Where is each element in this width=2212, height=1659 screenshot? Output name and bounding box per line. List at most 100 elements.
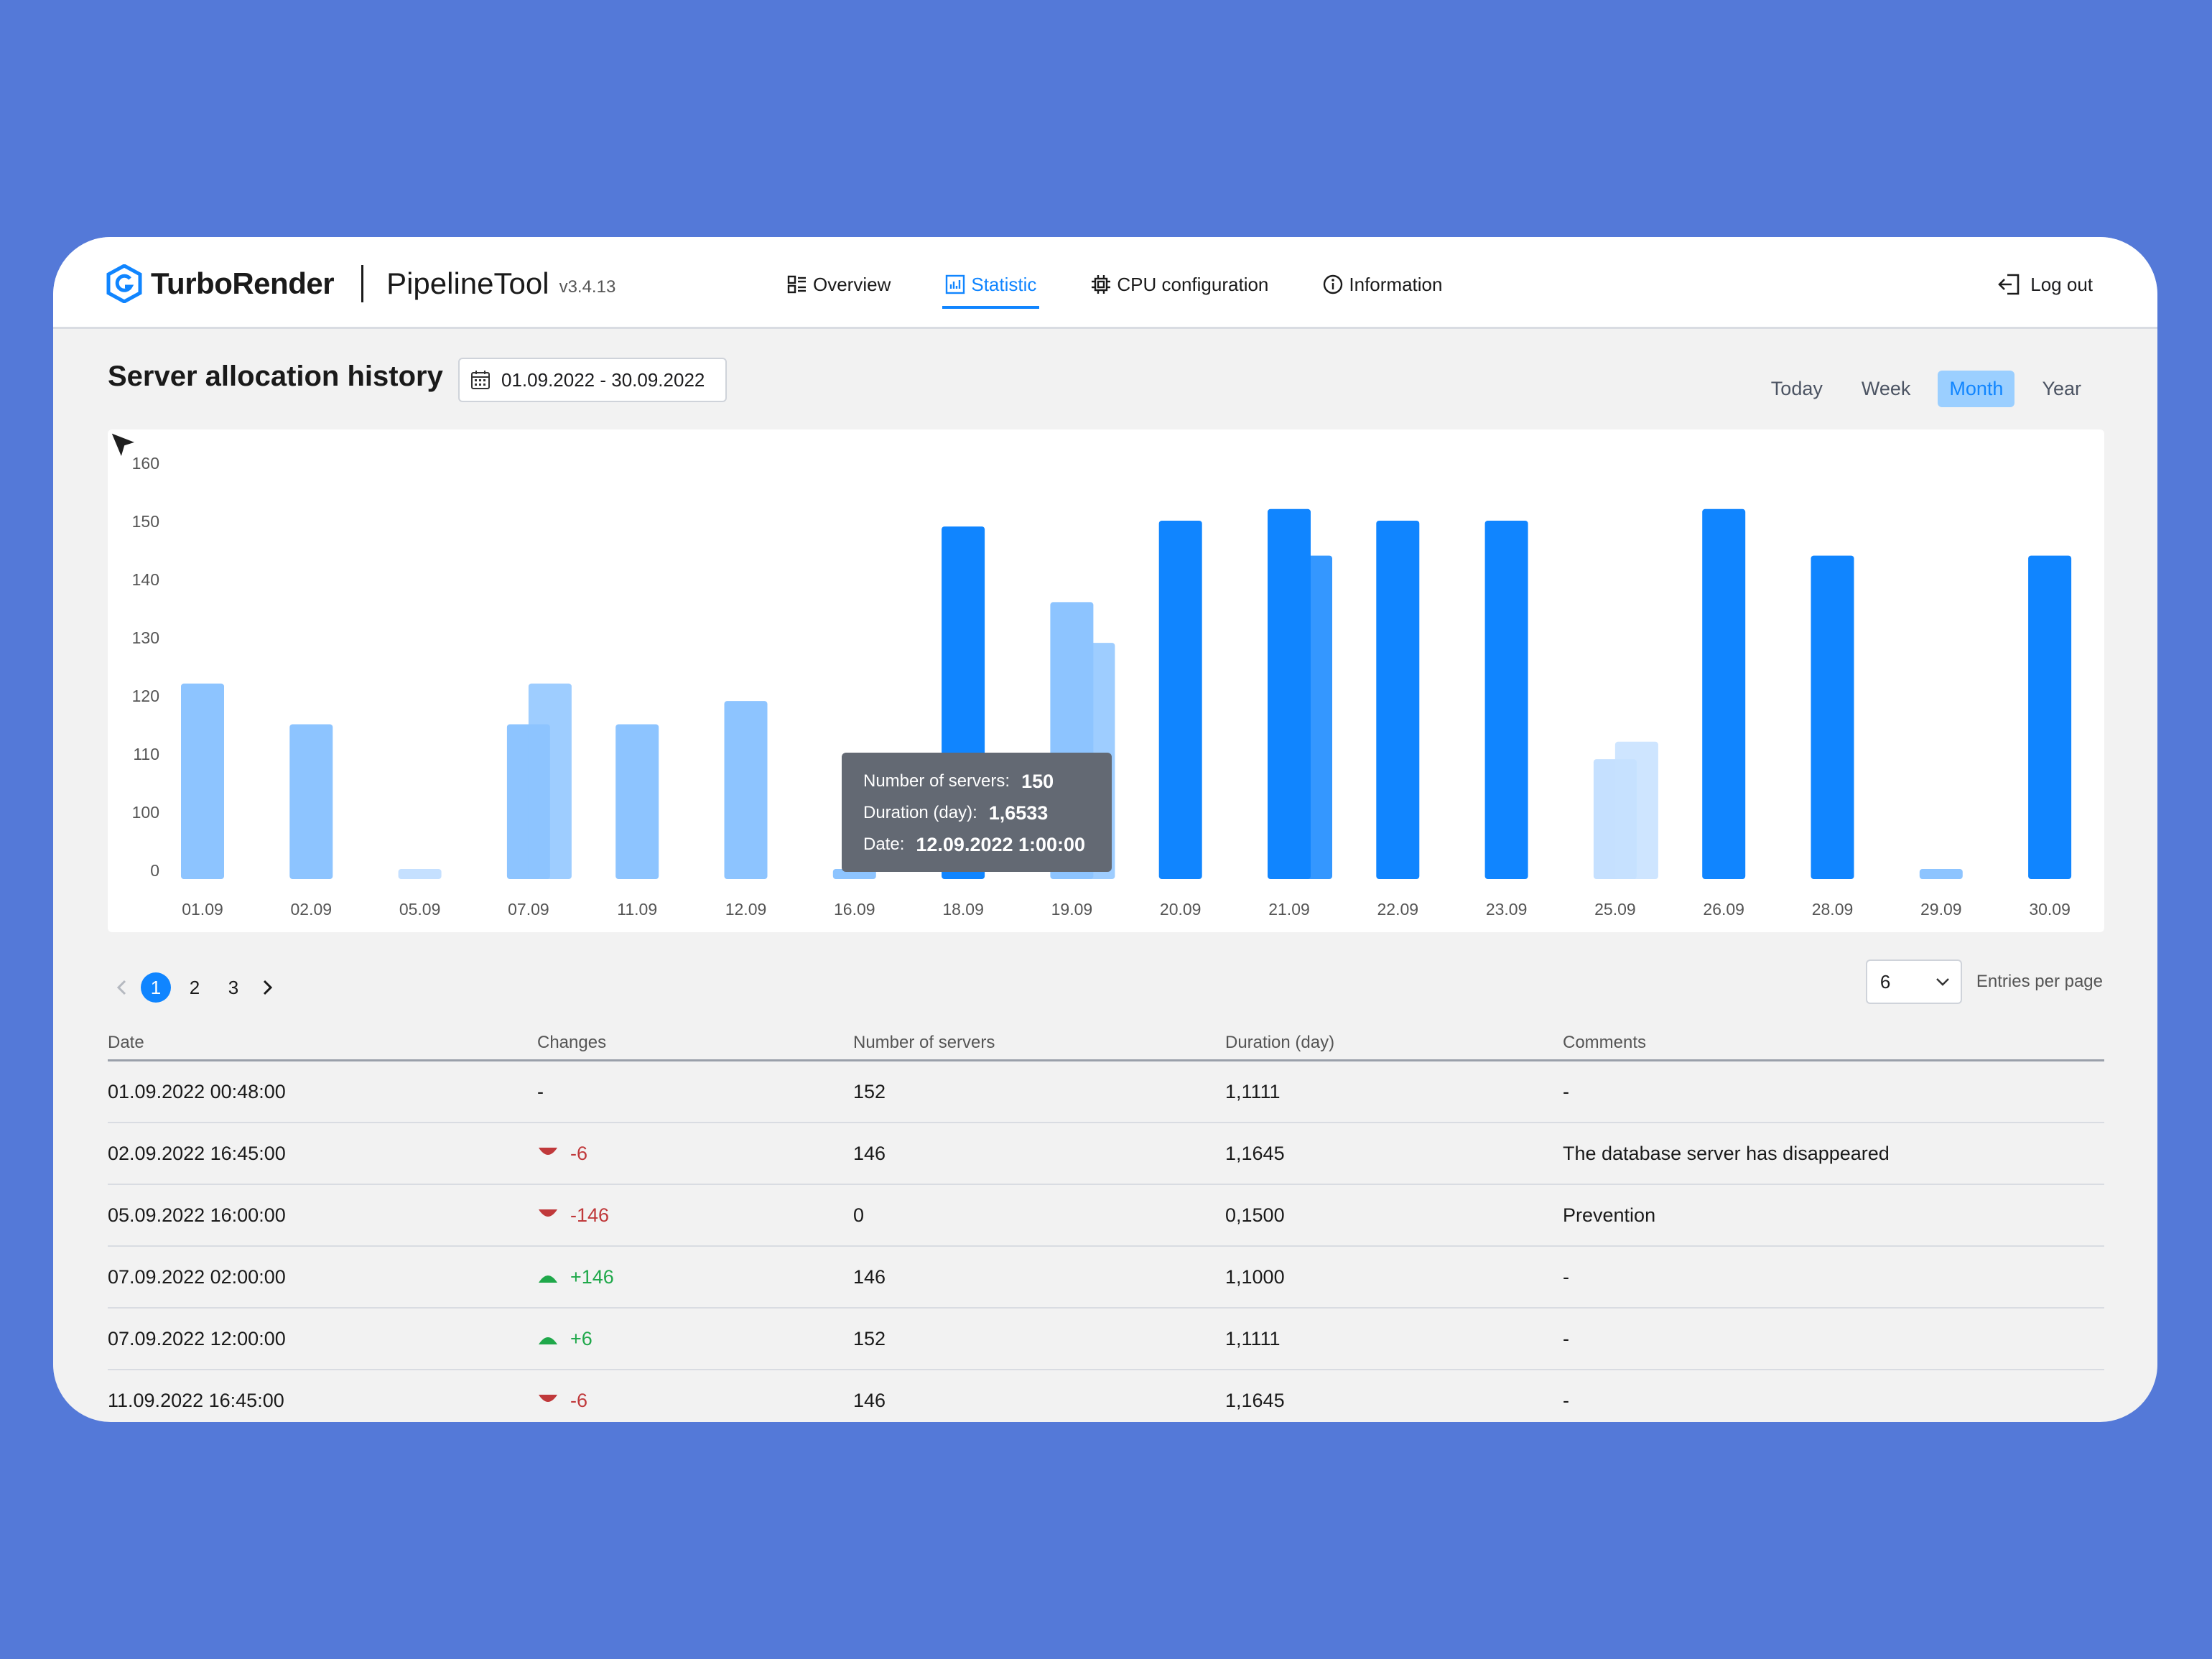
mouse-cursor-icon — [109, 431, 139, 460]
bar-07.09-b[interactable] — [528, 683, 572, 879]
arrow-down-icon — [537, 1146, 559, 1161]
bar-25.09-b[interactable] — [1614, 741, 1658, 879]
bar-21.09-b[interactable] — [1289, 555, 1332, 879]
nav-cpu-configuration[interactable]: CPU configuration — [1091, 270, 1268, 299]
table-row[interactable]: 05.09.2022 16:00:00 -146 0 0,1500 Prevention — [108, 1185, 2104, 1247]
tooltip-duration-label: Duration (day): — [863, 803, 977, 822]
page-button-2[interactable]: 2 — [189, 976, 200, 998]
bar-05.09[interactable] — [398, 869, 442, 879]
table-header: Date Changes Number of servers Duration … — [108, 1026, 2104, 1061]
chevron-down-icon — [1936, 978, 1949, 986]
brand-name: TurboRender — [151, 266, 335, 300]
table-row[interactable]: 07.09.2022 12:00:00 +6 152 1,1111 - — [108, 1309, 2104, 1370]
range-year[interactable]: Year — [2042, 378, 2081, 399]
bar-23.09[interactable] — [1484, 521, 1528, 879]
comment-cell: The database server has disappeared — [1563, 1142, 1890, 1164]
column-header-date[interactable]: Date — [108, 1032, 144, 1052]
nav-information[interactable]: Information — [1323, 270, 1442, 299]
comment-cell: - — [1563, 1389, 1569, 1411]
nav-statistic[interactable]: Statistic — [942, 270, 1040, 309]
servers-cell: 146 — [853, 1389, 886, 1411]
y-tick-label: 150 — [132, 512, 159, 531]
comment-cell: - — [1563, 1327, 1569, 1349]
date-cell: 05.09.2022 16:00:00 — [108, 1204, 286, 1226]
page-button-3[interactable]: 3 — [228, 976, 239, 998]
page-button-1[interactable]: 1 — [141, 972, 171, 1003]
x-tick-label: 22.09 — [1377, 900, 1419, 919]
tooltip-servers-value: 150 — [1021, 770, 1054, 792]
x-tick-label: 02.09 — [291, 900, 333, 919]
column-header-duration[interactable]: Duration (day) — [1225, 1032, 1335, 1052]
column-header-changes[interactable]: Changes — [537, 1032, 607, 1052]
table-row[interactable]: 01.09.2022 00:48:00 - 152 1,1111 - — [108, 1061, 2104, 1123]
statistic-icon — [945, 274, 965, 294]
change-value: -6 — [570, 1389, 588, 1411]
tooltip-date-value: 12.09.2022 1:00:00 — [916, 833, 1086, 855]
comment-cell: Prevention — [1563, 1204, 1656, 1226]
x-tick-label: 29.09 — [1920, 900, 1962, 919]
logout-label: Log out — [2030, 273, 2093, 295]
bar-12.09[interactable] — [724, 701, 768, 879]
date-cell: 07.09.2022 02:00:00 — [108, 1265, 286, 1288]
bar-01.09[interactable] — [181, 683, 224, 879]
change-cell: - — [537, 1081, 853, 1103]
x-tick-label: 16.09 — [834, 900, 875, 919]
arrow-up-icon — [537, 1332, 559, 1346]
entries-select[interactable]: 6 — [1865, 959, 1962, 1004]
x-tick-label: 23.09 — [1486, 900, 1528, 919]
chart-tooltip: Number of servers: 150 Duration (day): 1,6… — [842, 753, 1112, 872]
next-page-button[interactable] — [253, 973, 282, 1002]
range-today[interactable]: Today — [1770, 378, 1823, 399]
change-cell: -6 — [537, 1143, 853, 1165]
bar-26.09[interactable] — [1702, 508, 1746, 879]
date-cell: 02.09.2022 16:45:00 — [108, 1142, 286, 1164]
x-tick-label: 26.09 — [1703, 900, 1744, 919]
x-tick-label: 30.09 — [2029, 900, 2071, 919]
change-cell: -6 — [537, 1390, 853, 1412]
x-tick-label: 21.09 — [1268, 900, 1310, 919]
servers-cell: 146 — [853, 1142, 886, 1164]
column-header-servers[interactable]: Number of servers — [853, 1032, 995, 1052]
nav-information-label: Information — [1349, 273, 1443, 295]
arrow-down-icon — [537, 1393, 559, 1408]
duration-cell: 1,1111 — [1225, 1327, 1281, 1349]
prev-page-button[interactable] — [108, 973, 136, 1002]
bar-11.09[interactable] — [615, 724, 659, 880]
x-tick-label: 28.09 — [1812, 900, 1854, 919]
nav-overview[interactable]: Overview — [787, 270, 891, 299]
bar-29.09[interactable] — [1919, 869, 1963, 879]
change-value: -6 — [570, 1142, 588, 1164]
duration-cell: 0,1500 — [1225, 1204, 1285, 1226]
change-value: - — [537, 1080, 544, 1102]
table-row[interactable]: 07.09.2022 02:00:00 +146 146 1,1000 - — [108, 1247, 2104, 1309]
bar-chart: 160 150 140 130 120 110 100 0 01.09 02.09 05.09 07.… — [132, 454, 2072, 919]
duration-cell: 1,1645 — [1225, 1142, 1285, 1164]
entries-label: Entries per page — [1976, 972, 2103, 991]
y-tick-label: 130 — [132, 628, 159, 647]
nav-overview-label: Overview — [813, 273, 891, 295]
bar-02.09[interactable] — [289, 724, 333, 880]
overview-icon — [787, 274, 807, 294]
change-value: +146 — [570, 1265, 614, 1288]
table-row[interactable]: 02.09.2022 16:45:00 -6 146 1,1645 The databa… — [108, 1123, 2104, 1185]
bar-22.09[interactable] — [1376, 521, 1420, 879]
bar-20.09[interactable] — [1158, 521, 1202, 879]
table-body: 01.09.2022 00:48:00 - 152 1,1111 - 02.09.2022… — [108, 1061, 2104, 1422]
brand-divider — [361, 265, 364, 302]
entries-per-page: 6 Entries per page — [1865, 959, 2103, 1004]
date-cell: 07.09.2022 12:00:00 — [108, 1327, 286, 1349]
bar-28.09[interactable] — [1811, 555, 1854, 879]
logo[interactable]: TurboRender PipelineTool v3.4.13 — [106, 263, 615, 305]
bar-30.09[interactable] — [2028, 555, 2072, 879]
top-bar: TurboRender PipelineTool v3.4.13 Overvie… — [53, 237, 2157, 329]
date-range-value: 01.09.2022 - 30.09.2022 — [501, 368, 705, 391]
logout-icon — [1997, 272, 2022, 297]
range-week[interactable]: Week — [1861, 378, 1911, 399]
range-month[interactable]: Month — [1938, 371, 2015, 407]
logout-button[interactable]: Log out — [1997, 270, 2093, 299]
column-header-comments[interactable]: Comments — [1563, 1032, 1647, 1052]
date-range-picker[interactable]: 01.09.2022 - 30.09.2022 — [458, 358, 727, 402]
tooltip-date-label: Date: — [863, 835, 905, 854]
table-row[interactable]: 11.09.2022 16:45:00 -6 146 1,1645 - — [108, 1370, 2104, 1422]
comment-cell: - — [1563, 1080, 1569, 1102]
